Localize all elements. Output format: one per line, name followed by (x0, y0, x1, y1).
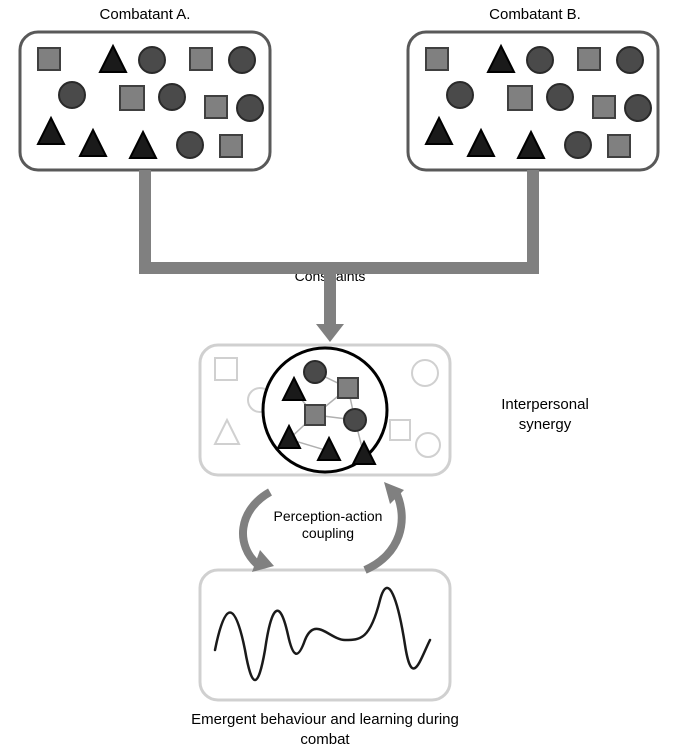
label-combatant-b: Combatant B. (470, 6, 600, 23)
diagram-svg (0, 0, 685, 750)
label-emergent: Emergent behaviour and learning during c… (185, 710, 465, 749)
label-constraints: Constraints (280, 268, 380, 284)
label-combatant-a: Combatant A. (80, 6, 210, 23)
label-perception-action: Perception-action coupling (258, 508, 398, 542)
label-interpersonal-synergy: Interpersonal synergy (480, 395, 610, 434)
